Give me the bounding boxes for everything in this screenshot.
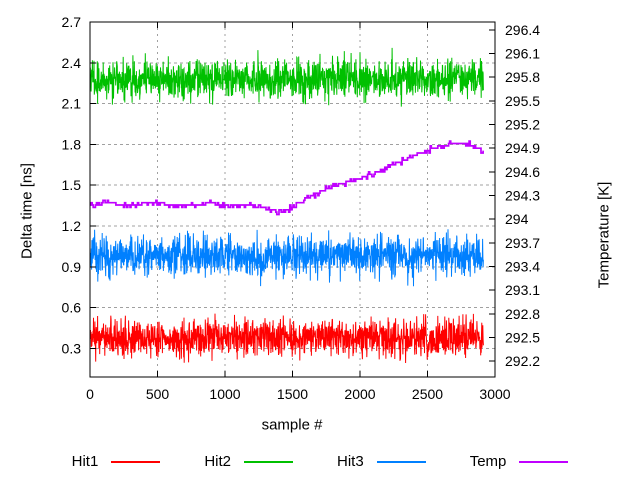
y2-tick-label: 292.5 — [505, 330, 540, 346]
legend-label: Temp — [469, 453, 507, 470]
y2-tick-label: 294.6 — [505, 164, 540, 180]
y-axis-label: Delta time [ns] — [18, 163, 36, 259]
y-tick-label: 2.1 — [62, 96, 82, 112]
x-tick-label: 500 — [146, 386, 170, 402]
y2-tick-label: 295.8 — [505, 69, 540, 85]
x-tick-label: 3000 — [479, 386, 510, 402]
x-tick-label: 2000 — [344, 386, 375, 402]
y2-tick-label: 296.1 — [505, 46, 540, 62]
legend-label: Hit2 — [204, 453, 231, 470]
y2-tick-label: 293.7 — [505, 235, 540, 251]
legend-item-temp: Temp — [470, 453, 569, 470]
y-tick-label: 1.5 — [62, 177, 82, 193]
y2-tick-label: 294.9 — [505, 140, 540, 156]
legend-item-hit1: Hit1 — [72, 453, 161, 470]
series-hit2 — [89, 47, 484, 107]
legend-line-swatch — [376, 460, 426, 463]
y2-tick-label: 292.2 — [505, 353, 540, 369]
y-tick-label: 1.2 — [62, 218, 82, 234]
y2-tick-label: 293.1 — [505, 282, 540, 298]
y-tick-label: 0.6 — [62, 300, 82, 316]
y-tick-label: 0.9 — [62, 259, 82, 275]
series-hit1 — [89, 313, 484, 364]
y-tick-label: 2.4 — [62, 55, 82, 71]
y2-tick-label: 295.5 — [505, 93, 540, 109]
y2-tick-label: 292.8 — [505, 306, 540, 322]
x-tick-label: 1500 — [277, 386, 308, 402]
legend-item-hit3: Hit3 — [337, 453, 426, 470]
legend-line-swatch — [519, 460, 569, 463]
y2-tick-label: 295.2 — [505, 117, 540, 133]
series-hit3 — [89, 229, 484, 287]
y2-tick-label: 294.3 — [505, 188, 540, 204]
legend-line-swatch — [244, 460, 293, 463]
y2-tick-label: 294 — [505, 211, 529, 227]
y-tick-label: 1.8 — [62, 136, 82, 152]
x-tick-label: 0 — [86, 386, 94, 402]
y2-tick-label: 293.4 — [505, 259, 540, 275]
y2-tick-label: 296.4 — [505, 22, 540, 38]
x-axis-label: sample # — [261, 416, 323, 434]
x-tick-label: 2500 — [412, 386, 443, 402]
y-tick-label: 0.3 — [62, 340, 82, 356]
legend: Hit1 Hit2 Hit3 Temp — [0, 453, 640, 470]
legend-label: Hit1 — [71, 453, 99, 470]
series-temp — [90, 140, 484, 216]
y-tick-label: 2.7 — [62, 14, 82, 30]
legend-line-swatch — [111, 460, 161, 463]
y2-axis-label: Temperature [K] — [595, 181, 613, 289]
x-tick-label: 1000 — [209, 386, 240, 402]
legend-label: Hit3 — [337, 453, 364, 470]
legend-item-hit2: Hit2 — [204, 453, 293, 470]
